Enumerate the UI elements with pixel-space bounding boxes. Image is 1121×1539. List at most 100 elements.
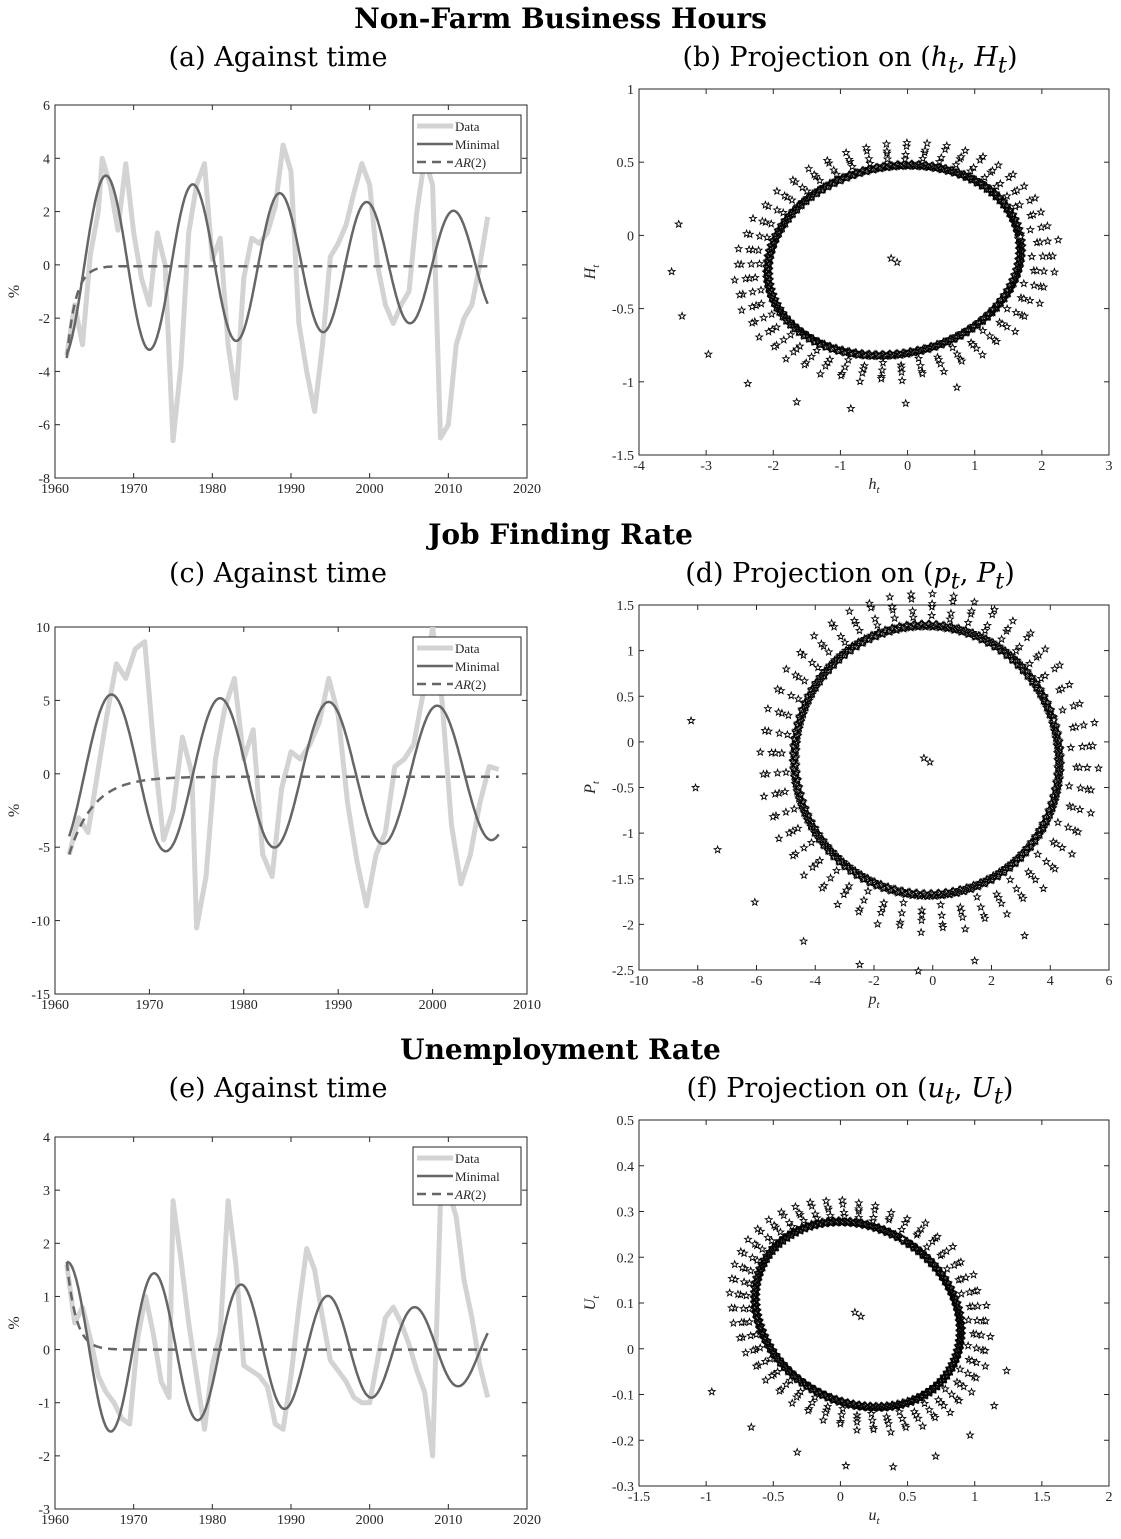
scatter-point-outer — [861, 143, 871, 152]
y-tick-label: -0.1 — [612, 1389, 634, 1404]
scatter-point-outer — [982, 620, 993, 630]
scatter-point-outer — [774, 1386, 785, 1395]
scatter-point-outer — [971, 1343, 982, 1353]
scatter-point-outer — [1036, 207, 1046, 217]
panel-title-a: (a) Against time — [168, 42, 388, 73]
scatter-point-outer — [1074, 698, 1085, 708]
scatter-point-outer — [897, 1224, 907, 1234]
scatter-point-outer — [855, 376, 865, 386]
scatter-point-outer — [1030, 874, 1040, 884]
scatter-point-outer — [774, 833, 784, 843]
scatter-point-outer — [728, 1318, 739, 1328]
scatter-point-outer — [775, 1227, 786, 1237]
legend-label-ar2: AR(2) — [454, 155, 486, 170]
scatter-point-outer — [756, 285, 766, 295]
x-tick-label: 2020 — [513, 482, 541, 497]
scatter-point-outer — [807, 862, 818, 872]
legend: Data Minimal AR(2) — [412, 114, 522, 174]
scatter-point-outer — [837, 1410, 847, 1419]
scatter-point-outer — [908, 612, 918, 622]
y-tick-label: -2 — [622, 918, 634, 933]
scatter-point-outer — [952, 349, 962, 359]
scatter-point-outer — [879, 898, 889, 907]
x-tick-label: 1960 — [41, 482, 69, 497]
scatter-point-outer — [781, 354, 791, 363]
scatter-points — [666, 137, 1063, 413]
scatter-point-outlier — [690, 782, 701, 792]
scatter-point-outer — [1026, 869, 1036, 879]
scatter-point-outer — [884, 1213, 895, 1222]
scatter-point-outer — [1068, 802, 1078, 812]
scatter-point-outer — [966, 606, 977, 616]
scatter-point-outer — [781, 664, 791, 674]
x-tick-label: -8 — [692, 974, 704, 989]
scatter-point-outer — [787, 1221, 797, 1231]
axes-d: -10 -8 -6 -4 -2 0 2 4 6 -2.5 -2 -1.5 -1 -0.5 0 0.5 1 1.5 P… — [582, 589, 1113, 1011]
scatter-point-outer — [1002, 321, 1012, 331]
scatter-point-outer — [737, 1317, 747, 1327]
scatter-point-outer — [897, 908, 907, 917]
scatter-point-outer — [839, 1207, 849, 1217]
scatter-point-outer — [788, 826, 798, 836]
scatter-point-outer — [963, 617, 973, 627]
panel-title-f: (f) Projection on (ut, Ut) — [590, 1073, 1110, 1109]
scatter-point-outer — [793, 694, 803, 703]
x-tick-label: 2000 — [356, 482, 384, 497]
scatter-point-outer — [927, 601, 937, 611]
scatter-point-outer — [858, 364, 869, 374]
scatter-point-outer — [771, 322, 782, 332]
scatter-point-outer — [852, 1425, 862, 1435]
scatter-point-outer — [747, 301, 757, 311]
scatter-point-outer — [807, 1397, 818, 1407]
scatter-point-outer — [854, 1212, 864, 1222]
y-tick-label: -15 — [31, 988, 50, 1003]
scatter-point-outer — [857, 368, 868, 377]
plot-frame — [638, 88, 1110, 456]
scatter-point-outer — [941, 1246, 952, 1256]
scatter-point-outer — [1042, 236, 1053, 246]
x-tick-label: -4 — [809, 974, 821, 989]
legend-ar-letters: AR — [454, 1187, 471, 1202]
scatter-point-outer — [750, 272, 760, 282]
scatter-point-outer — [980, 1345, 990, 1355]
y-tick-label: 0.1 — [617, 1297, 635, 1312]
scatter-point-outer — [804, 163, 814, 173]
x-tick-label: 1990 — [324, 998, 352, 1013]
scatter-point-outer — [788, 175, 798, 184]
scatter-point-outer — [766, 219, 776, 228]
scatter-point-outer — [920, 1218, 931, 1228]
y-tick-label: 0 — [43, 259, 50, 274]
axis-label-subscript: t — [876, 1515, 880, 1527]
x-tick-label: -2 — [767, 459, 779, 474]
scatter-point-outer — [779, 334, 789, 344]
scatter-point-outer — [747, 318, 757, 327]
scatter-point-outer — [972, 1285, 983, 1295]
scatter-point-outer — [764, 326, 774, 336]
scatter-point-outer — [786, 330, 796, 339]
scatter-point-outer — [832, 899, 843, 909]
scatter-point-outer — [755, 1343, 765, 1352]
scatter-point-outer — [956, 906, 966, 916]
scatter-point-outer — [920, 145, 930, 155]
scatter-point-outer — [795, 647, 805, 657]
scatter-point-outer — [820, 1407, 831, 1417]
scatter-point-outer — [1008, 616, 1018, 625]
scatter-point-outer — [825, 354, 835, 364]
scatter-point-outer — [956, 1274, 966, 1284]
scatter-point-outlier — [965, 1430, 975, 1440]
y-tick-label: 0.3 — [617, 1206, 635, 1221]
scatter-point-outer — [917, 368, 928, 378]
scatter-point-outer — [911, 1410, 921, 1419]
x-tick-label: 2010 — [434, 1513, 462, 1528]
scatter-point-outer — [963, 1340, 973, 1350]
scatter-point-outer — [741, 228, 752, 238]
scatter-point-outer — [1042, 221, 1053, 230]
y-tick-label: 6 — [43, 99, 50, 114]
y-tick-label: 0.2 — [617, 1251, 635, 1266]
scatter-point-outer — [937, 910, 947, 920]
scatter-point-outer — [916, 927, 926, 937]
x-tick-label: 2000 — [419, 998, 447, 1013]
scatter-point-outer — [1019, 311, 1030, 321]
y-tick-label: -3 — [38, 1503, 50, 1518]
